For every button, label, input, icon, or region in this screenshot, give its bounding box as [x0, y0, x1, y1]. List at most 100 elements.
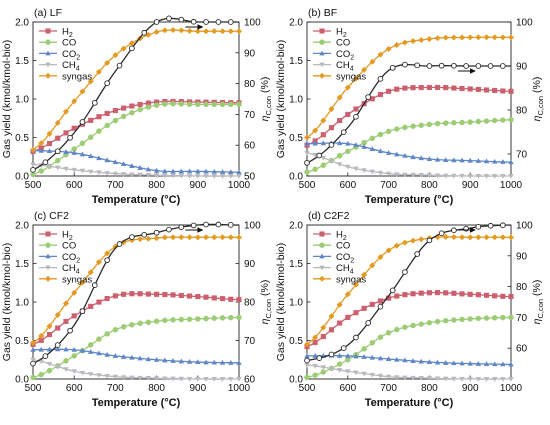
y-left-tick-label: 0.0	[15, 375, 29, 386]
data-point	[345, 369, 351, 375]
data-point	[112, 293, 118, 299]
data-point	[459, 34, 466, 41]
data-point	[483, 87, 490, 93]
y-right-axis-label: ηC,con (%)	[259, 77, 273, 122]
data-point	[336, 301, 343, 308]
data-point	[178, 224, 185, 231]
y-left-tick-label: 1.0	[289, 298, 303, 309]
y-right-tick-label: 70	[516, 313, 528, 324]
data-point	[227, 222, 234, 228]
data-point	[304, 363, 310, 368]
data-point	[336, 94, 343, 101]
data-point	[211, 315, 218, 321]
legend-label: H2	[62, 230, 73, 243]
data-point	[475, 63, 482, 69]
data-point	[228, 296, 234, 302]
data-point	[459, 234, 466, 241]
data-point	[394, 151, 400, 157]
data-point	[87, 134, 94, 140]
data-point	[96, 373, 102, 378]
data-point	[170, 27, 177, 34]
data-point	[402, 375, 408, 381]
y-left-tick-label: 0.0	[289, 172, 303, 183]
legend-marker	[319, 231, 325, 237]
data-point	[91, 99, 98, 106]
legend-item-co: CO	[313, 241, 350, 252]
data-point	[79, 168, 86, 174]
data-point	[71, 98, 78, 105]
data-point	[137, 101, 143, 107]
data-point	[145, 291, 151, 297]
data-point	[491, 174, 498, 179]
data-point	[121, 105, 127, 111]
legend-marker	[319, 72, 325, 79]
data-point	[418, 122, 424, 129]
data-point	[410, 172, 416, 178]
data-point	[236, 377, 242, 382]
data-point	[491, 234, 498, 241]
data-point	[410, 375, 416, 381]
panel-d-c2f2: (d) C2F2 500 600 700 800 900 1000 0.0 0.5 1.0 1.5 2…	[275, 210, 545, 409]
data-point	[112, 171, 119, 177]
data-point	[38, 346, 44, 352]
data-point	[328, 313, 335, 320]
y-right-tick-label: 60	[244, 141, 256, 152]
series-ch4	[304, 150, 514, 179]
data-point	[219, 28, 226, 35]
y-right-tick-label: 80	[244, 298, 256, 309]
panel-b-bf: (b) BF 500 600 700 800 900 1000 0.0 0.5 1.0 1.5 2.0…	[275, 7, 545, 206]
data-point	[345, 314, 351, 320]
data-point	[316, 355, 323, 361]
legend-marker	[45, 242, 51, 248]
y-left-tick-label: 1.0	[15, 95, 29, 106]
data-point	[211, 101, 218, 108]
data-point	[369, 135, 376, 142]
data-point	[500, 159, 506, 164]
data-point	[499, 34, 506, 41]
y-right-tick-label: 70	[244, 110, 256, 121]
data-point	[236, 28, 242, 35]
data-point	[141, 29, 148, 36]
series-syngas	[304, 34, 514, 141]
y-left-axis-label: Gas yield (kmol/kmol-bio)	[1, 243, 13, 361]
data-point	[71, 167, 77, 173]
data-point	[195, 377, 201, 382]
data-point	[320, 324, 327, 331]
data-point	[304, 150, 310, 156]
x-tick-label: 500	[25, 180, 42, 191]
data-point	[79, 279, 86, 286]
data-point	[178, 168, 185, 174]
y-left-tick-label: 0.5	[289, 133, 303, 144]
legend-label: syngas	[336, 71, 366, 82]
data-point	[508, 117, 514, 123]
data-point	[410, 358, 416, 363]
data-point	[508, 234, 514, 241]
data-point	[30, 374, 36, 381]
y-left-tick-label: 1.0	[15, 298, 29, 309]
x-tick-label: 1000	[228, 383, 251, 394]
data-point	[451, 120, 457, 126]
data-point	[491, 361, 498, 367]
data-point	[304, 353, 310, 358]
data-point	[190, 18, 197, 25]
data-point	[369, 354, 375, 360]
data-point	[475, 234, 482, 241]
data-point	[442, 317, 449, 324]
data-point	[500, 117, 506, 123]
data-point	[87, 78, 94, 85]
legend-label: syngas	[62, 71, 92, 82]
y-right-tick-label: 80	[516, 106, 528, 117]
panel-a-lf: (a) LF 500 600 700 800 900 1000 0.0 0.5 1.0 1.5 2.0…	[1, 7, 273, 206]
data-point	[500, 174, 506, 179]
data-point	[162, 291, 168, 298]
legend-label: CO	[62, 241, 76, 252]
data-point	[178, 101, 185, 107]
data-point	[137, 355, 143, 361]
data-point	[377, 51, 384, 58]
data-point	[377, 303, 384, 310]
data-point	[434, 359, 441, 365]
data-point	[434, 318, 441, 325]
right-axis-arrow	[185, 24, 204, 30]
data-point	[96, 299, 102, 305]
data-point	[361, 346, 367, 352]
